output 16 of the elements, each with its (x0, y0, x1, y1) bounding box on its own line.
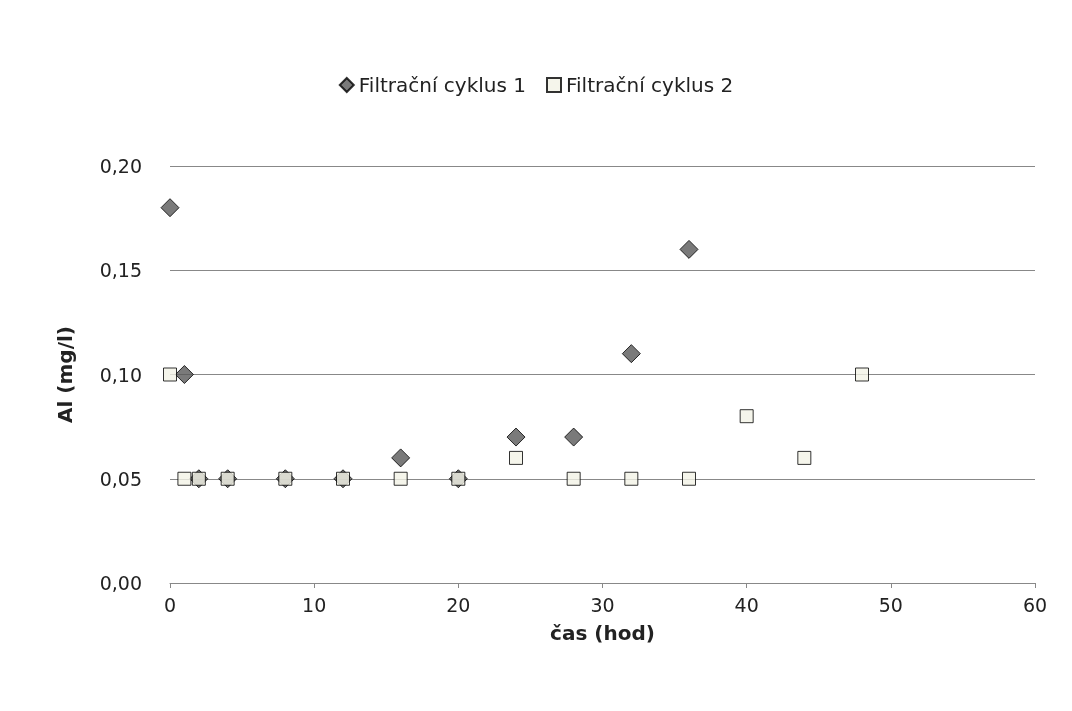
y-tick-label: 0,20 (99, 155, 142, 177)
x-tick-label: 20 (446, 593, 471, 616)
x-tick-label: 0 (163, 593, 177, 616)
legend-label: Filtrační cyklus 1 (358, 73, 526, 97)
y-tick-label: 0,05 (99, 467, 142, 490)
y-tick-label: 0,15 (99, 259, 142, 282)
legend-label: Filtrační cyklus 2 (566, 73, 734, 97)
y-tick-label: 0,10 (99, 363, 142, 386)
x-axis-title: čas (hod) (550, 621, 655, 645)
x-tick-label: 30 (590, 593, 615, 616)
x-tick-label: 50 (878, 593, 903, 616)
y-tick-label: 0,00 (99, 572, 142, 594)
x-tick-label: 40 (734, 593, 759, 616)
x-tick-label: 10 (302, 593, 327, 616)
x-tick-label: 60 (1022, 593, 1048, 616)
y-axis-title: Al (mg/l) (53, 326, 77, 423)
